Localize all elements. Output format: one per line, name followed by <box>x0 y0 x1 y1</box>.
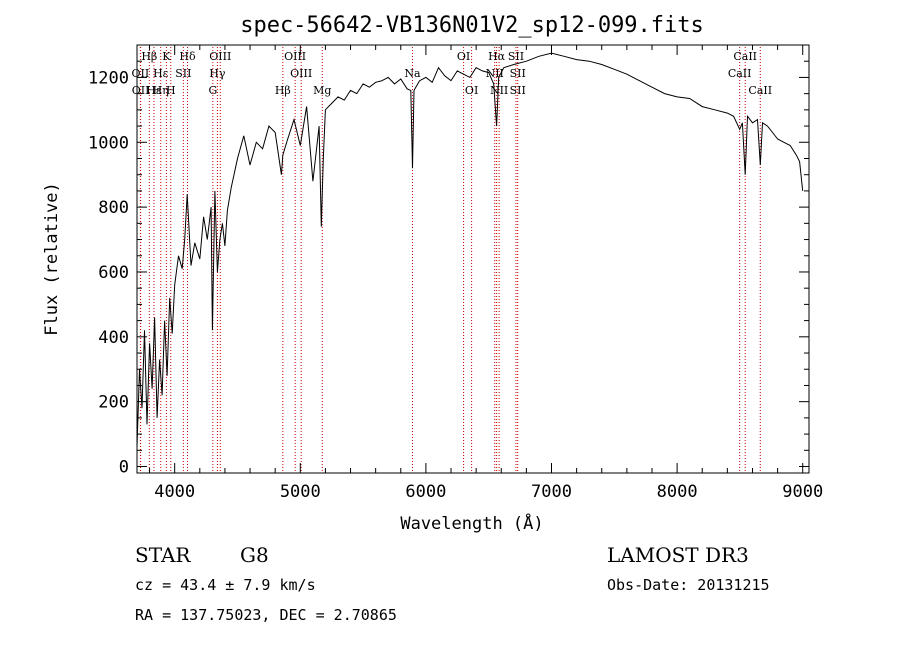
line-label: OIII <box>290 67 312 80</box>
line-label: Hα <box>488 50 506 63</box>
line-label: SII <box>510 84 526 97</box>
plot-frame <box>136 44 810 474</box>
flux-series-line <box>136 52 804 448</box>
line-label: Na <box>404 67 421 80</box>
line-label: Hε <box>153 67 169 80</box>
x-tick-label: 8000 <box>657 482 698 502</box>
y-tick-label: 200 <box>98 393 129 413</box>
obs-date: Obs-Date: 20131215 <box>607 576 770 594</box>
x-tick-label: 7000 <box>531 482 572 502</box>
y-tick-label: 400 <box>98 328 129 348</box>
line-label: Hη <box>153 84 169 97</box>
redshift-cz: cz = 43.4 ± 7.9 km/s <box>135 576 316 594</box>
x-tick-label: 9000 <box>782 482 823 502</box>
y-tick-label: 800 <box>98 198 129 218</box>
line-label: CaII <box>748 84 772 97</box>
line-label: Hε <box>146 84 162 97</box>
coordinates: RA = 137.75023, DEC = 2.70865 <box>135 606 397 624</box>
line-label: OIII <box>284 50 306 63</box>
line-label: Hγ <box>209 67 226 80</box>
y-tick-label: 1200 <box>88 68 129 88</box>
line-label: CaII <box>733 50 757 63</box>
y-axis-label: Flux (relative) <box>42 182 62 336</box>
line-label: OI <box>465 84 478 97</box>
line-label: G <box>208 84 217 97</box>
survey-name: LAMOST DR3 <box>607 543 749 567</box>
x-tick-label: 6000 <box>405 482 446 502</box>
line-label: K <box>162 50 171 63</box>
y-tick-label: 600 <box>98 263 129 283</box>
line-label: OIII <box>209 50 231 63</box>
spectral-line-markers <box>139 47 761 473</box>
line-label: OII <box>132 67 150 80</box>
y-axis-ticks: 0 200 400 600 800 1000 1200 <box>88 60 809 478</box>
x-axis-label: Wavelength (Å) <box>400 512 543 534</box>
line-label: OII <box>132 84 150 97</box>
x-axis-ticks: 4000 5000 6000 7000 8000 9000 <box>149 45 823 502</box>
line-label: SII <box>508 50 524 63</box>
line-label: CaII <box>728 67 752 80</box>
line-label: NII <box>490 84 508 97</box>
line-label: SII <box>510 67 526 80</box>
x-tick-label: 5000 <box>280 482 321 502</box>
line-label: H <box>166 84 176 97</box>
line-label: Hβ <box>141 50 157 63</box>
x-tick-label: 4000 <box>154 482 195 502</box>
line-label: SII <box>175 67 191 80</box>
y-tick-label: 0 <box>119 458 129 478</box>
line-label: Hδ <box>179 50 196 63</box>
line-label: Hβ <box>275 84 291 97</box>
chart-title: spec-56642-VB136N01V2_sp12-099.fits <box>240 13 704 38</box>
line-label: OI <box>457 50 470 63</box>
object-subclass: G8 <box>240 543 269 567</box>
y-tick-label: 1000 <box>88 133 129 153</box>
object-class: STAR <box>135 543 191 567</box>
line-label: Mg <box>313 84 331 97</box>
